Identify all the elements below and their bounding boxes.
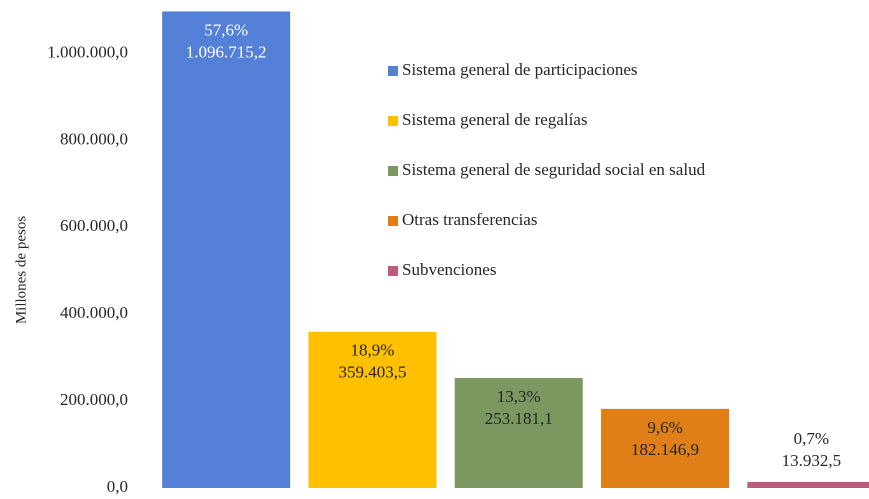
value-label: 359.403,5 (338, 363, 406, 382)
value-label: 1.096.715,2 (186, 42, 267, 61)
legend-swatch (388, 266, 398, 276)
bar (747, 481, 869, 488)
bar (601, 408, 730, 488)
bar (162, 11, 291, 488)
legend-swatch (388, 166, 398, 176)
share-label: 9,6% (647, 418, 682, 437)
y-tick-label: 0,0 (107, 477, 128, 496)
legend-label: Sistema general de seguridad social en s… (402, 160, 706, 179)
y-tick-label: 400.000,0 (60, 303, 128, 322)
legend-swatch (388, 116, 398, 126)
y-axis-label: Millones de pesos (13, 216, 29, 324)
legend-label: Sistema general de regalías (402, 110, 588, 129)
y-tick-label: 200.000,0 (60, 390, 128, 409)
value-label: 13.932,5 (782, 451, 842, 470)
legend-swatch (388, 66, 398, 76)
legend-swatch (388, 216, 398, 226)
share-label: 13,3% (497, 387, 541, 406)
y-tick-label: 800.000,0 (60, 129, 128, 148)
value-label: 182.146,9 (631, 440, 699, 459)
legend-label: Otras transferencias (402, 210, 537, 229)
share-label: 18,9% (350, 341, 394, 360)
y-tick-label: 600.000,0 (60, 216, 128, 235)
y-tick-label: 1.000.000,0 (47, 42, 128, 61)
share-label: 57,6% (204, 20, 248, 39)
value-label: 253.181,1 (485, 409, 553, 428)
bar (454, 377, 583, 488)
legend-label: Sistema general de participaciones (402, 60, 638, 79)
legend-label: Subvenciones (402, 260, 496, 279)
bar (308, 331, 437, 488)
share-label: 0,7% (794, 429, 829, 448)
